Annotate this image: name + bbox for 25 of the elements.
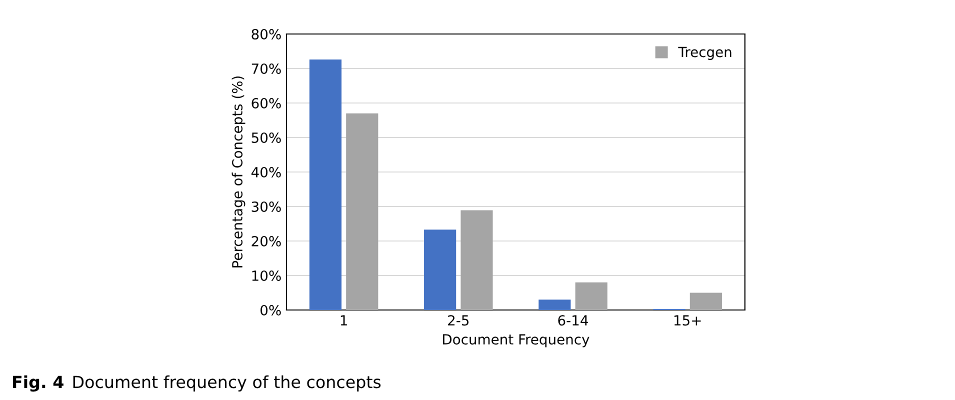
bar [690, 292, 722, 310]
legend-label: Trecgen [678, 46, 732, 60]
bar [538, 300, 571, 310]
caption: Fig. 4 [12, 375, 64, 392]
y-tick-label: 70% [252, 63, 281, 74]
bar [460, 210, 493, 310]
text: Document frequency of the concepts [73, 375, 381, 392]
bar [346, 113, 378, 310]
y-tick-label: 0% [260, 304, 281, 316]
x-axis-title: Document Frequency [443, 334, 590, 348]
y-axis-title: Percentage of Concepts (%) [232, 76, 246, 268]
y-tick-label: 40% [251, 166, 281, 178]
y-tick-label: 10% [252, 270, 281, 281]
y-tick-label: 50% [252, 132, 281, 143]
bar [309, 60, 342, 310]
x-tick-label: 2-5 [448, 315, 469, 326]
x-tick-label: 15+ [674, 315, 701, 326]
x-tick-label: 6-14 [558, 315, 588, 326]
y-tick-label: 20% [252, 236, 281, 246]
x-tick-label: 1 [340, 315, 347, 326]
bar [424, 230, 456, 310]
y-tick-label: 60% [252, 98, 281, 108]
y-tick-label: 30% [252, 201, 281, 212]
y-tick-label: 80% [252, 28, 281, 40]
bar [575, 282, 608, 310]
